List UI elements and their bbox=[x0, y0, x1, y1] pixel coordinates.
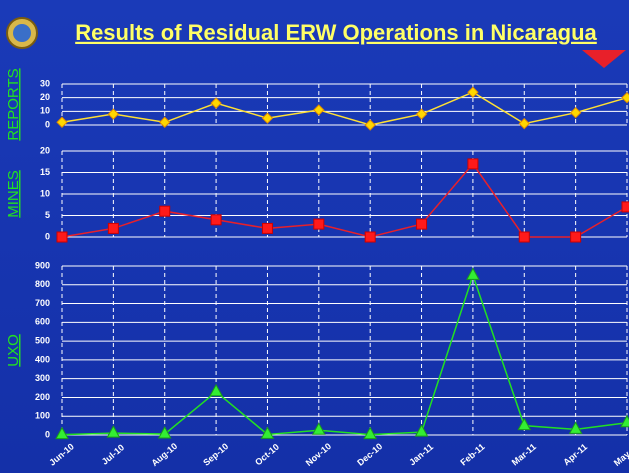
data-line bbox=[61, 91, 628, 126]
data-marker bbox=[56, 116, 68, 128]
data-marker bbox=[159, 116, 171, 128]
y-tick-label: 30 bbox=[40, 78, 50, 88]
data-marker bbox=[621, 91, 629, 104]
y-tick-label: 10 bbox=[40, 188, 50, 198]
y-axis-label: REPORTS bbox=[5, 68, 22, 140]
data-marker bbox=[364, 231, 376, 243]
data-marker bbox=[157, 426, 172, 439]
data-marker bbox=[569, 106, 582, 119]
data-marker bbox=[620, 414, 629, 428]
data-marker bbox=[313, 218, 325, 230]
y-tick-label: 5 bbox=[45, 210, 50, 220]
data-marker bbox=[518, 117, 530, 130]
y-tick-label: 20 bbox=[40, 92, 50, 102]
y-tick-label: 400 bbox=[35, 354, 50, 364]
data-marker bbox=[517, 417, 532, 431]
data-marker bbox=[261, 112, 274, 124]
data-marker bbox=[416, 218, 428, 230]
data-marker bbox=[56, 231, 68, 243]
data-marker bbox=[107, 222, 119, 234]
data-marker bbox=[415, 108, 428, 120]
data-marker bbox=[466, 267, 480, 280]
y-tick-label: 100 bbox=[35, 411, 50, 421]
y-tick-label: 10 bbox=[40, 106, 50, 116]
data-marker bbox=[467, 158, 479, 170]
y-tick-label: 200 bbox=[35, 392, 50, 402]
data-marker bbox=[261, 222, 273, 234]
y-tick-label: 15 bbox=[40, 167, 50, 177]
data-marker bbox=[159, 205, 171, 217]
data-marker bbox=[363, 426, 378, 440]
data-marker bbox=[210, 97, 222, 109]
data-marker bbox=[467, 86, 479, 98]
data-marker bbox=[518, 231, 530, 243]
y-tick-label: 900 bbox=[35, 260, 50, 270]
y-axis-label: MINES bbox=[5, 170, 22, 218]
y-tick-label: 700 bbox=[35, 298, 50, 308]
y-tick-label: 600 bbox=[35, 317, 50, 327]
y-axis-label: UXO bbox=[5, 334, 22, 367]
data-marker bbox=[313, 104, 325, 116]
data-line bbox=[61, 162, 628, 238]
data-marker bbox=[621, 201, 629, 213]
title: Results of Residual ERW Operations in Ni… bbox=[75, 20, 597, 45]
y-tick-label: 20 bbox=[40, 145, 50, 155]
logo-inner bbox=[13, 24, 31, 42]
data-marker bbox=[260, 426, 275, 439]
data-marker bbox=[414, 424, 429, 437]
data-marker bbox=[568, 421, 583, 434]
data-marker bbox=[311, 422, 326, 435]
y-tick-label: 0 bbox=[45, 429, 50, 439]
y-tick-label: 300 bbox=[35, 373, 50, 383]
y-tick-label: 0 bbox=[45, 119, 50, 129]
data-marker bbox=[106, 425, 121, 438]
y-tick-label: 0 bbox=[45, 231, 50, 241]
y-tick-label: 500 bbox=[35, 335, 50, 345]
data-marker bbox=[209, 383, 223, 397]
data-marker bbox=[55, 426, 69, 440]
data-marker bbox=[107, 108, 120, 120]
data-marker bbox=[570, 231, 582, 243]
data-marker bbox=[210, 214, 222, 226]
data-marker bbox=[364, 119, 376, 131]
corner-logo bbox=[582, 50, 626, 68]
y-tick-label: 800 bbox=[35, 279, 50, 289]
data-line bbox=[61, 273, 628, 436]
